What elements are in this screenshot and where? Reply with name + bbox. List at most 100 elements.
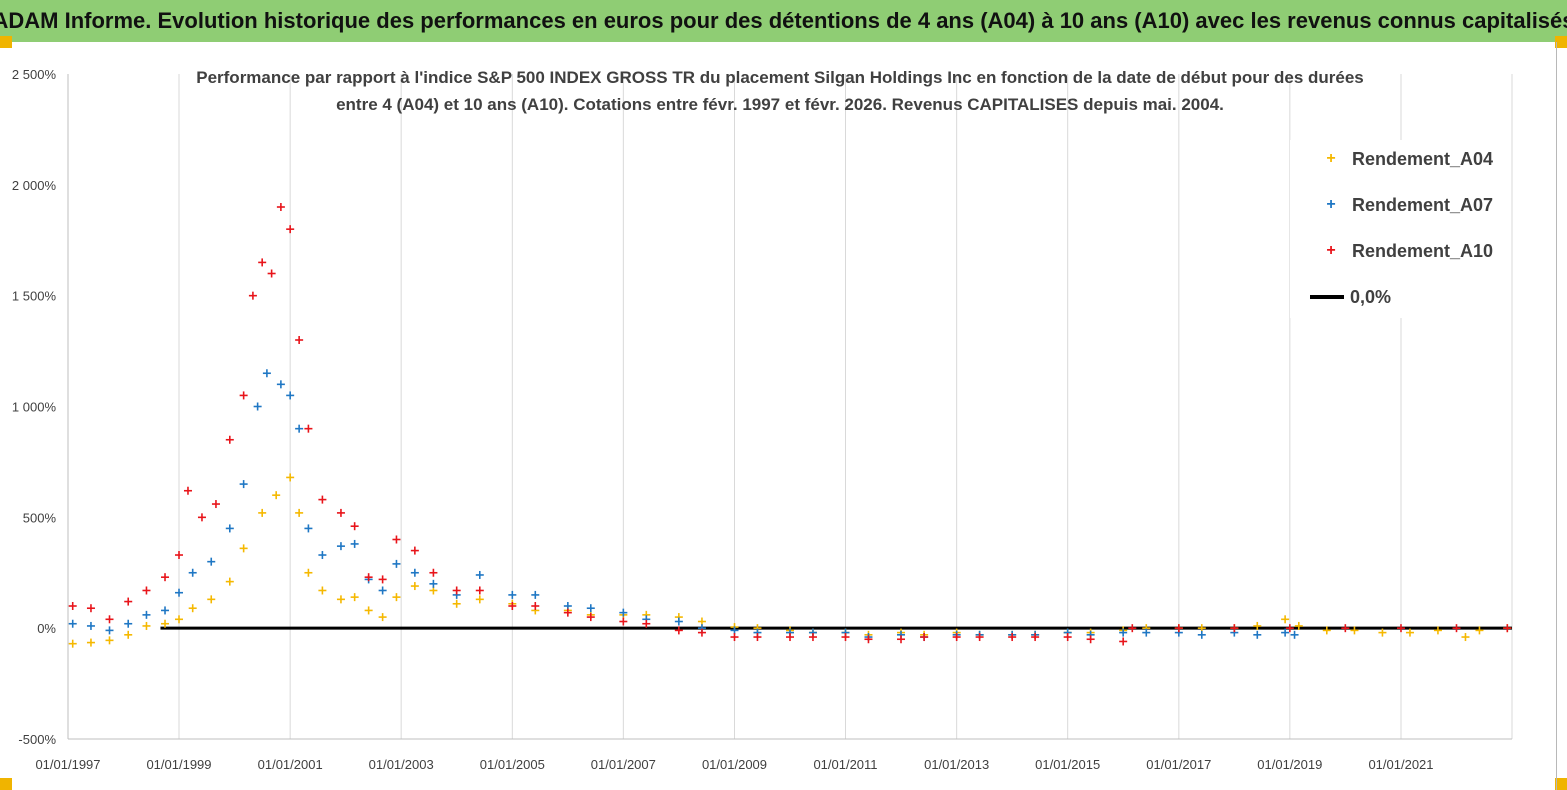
data-point — [336, 508, 345, 517]
y-tick-label: 1 500% — [12, 289, 57, 304]
data-point — [105, 636, 114, 645]
data-point — [1285, 624, 1294, 633]
data-point — [1128, 624, 1137, 633]
data-point — [318, 551, 327, 560]
x-tick-label: 01/01/1997 — [35, 757, 100, 772]
chart-title-line-2: entre 4 (A04) et 10 ans (A10). Cotations… — [336, 95, 1224, 114]
data-point — [378, 586, 387, 595]
data-point — [1253, 621, 1262, 630]
data-point — [86, 621, 95, 630]
y-tick-label: 500% — [23, 510, 57, 525]
x-tick-label: 01/01/2019 — [1257, 757, 1322, 772]
plus-marker-icon: + — [1326, 150, 1336, 167]
data-point — [619, 608, 628, 617]
data-point — [1475, 626, 1484, 635]
data-point — [1197, 630, 1206, 639]
data-point — [410, 582, 419, 591]
data-point — [183, 486, 192, 495]
data-point — [897, 635, 906, 644]
data-point — [786, 633, 794, 642]
x-tick-label: 01/01/1999 — [146, 757, 211, 772]
y-tick-label: 2 000% — [12, 178, 57, 193]
data-point — [1294, 621, 1303, 630]
chart-title: Performance par rapport à l'indice S&P 5… — [150, 64, 1410, 118]
data-point — [1405, 628, 1414, 637]
data-point — [68, 619, 77, 628]
data-point — [175, 588, 184, 597]
corner-marker — [1555, 36, 1567, 48]
data-point — [1086, 635, 1095, 644]
data-point — [207, 595, 216, 604]
data-point — [207, 557, 216, 566]
x-tick-label: 01/01/2017 — [1146, 757, 1211, 772]
data-point — [364, 573, 373, 582]
data-point — [1503, 624, 1512, 633]
data-point — [392, 559, 401, 568]
data-point — [531, 590, 540, 599]
data-point — [350, 593, 359, 602]
data-point — [124, 597, 133, 606]
data-point — [105, 626, 114, 635]
data-point — [841, 633, 850, 642]
series-rendement-a04 — [68, 473, 1512, 648]
y-tick-label: 2 500% — [12, 67, 57, 82]
data-point — [124, 630, 133, 639]
data-point — [697, 628, 706, 637]
x-tick-label: 01/01/2011 — [813, 757, 877, 772]
data-point — [642, 619, 651, 628]
frame-border — [1556, 42, 1557, 790]
data-point — [142, 621, 151, 630]
data-point — [304, 524, 313, 533]
data-point — [248, 291, 257, 300]
data-point — [1433, 626, 1442, 635]
data-point — [124, 619, 133, 628]
data-point — [258, 258, 267, 267]
series-rendement-a07 — [68, 369, 1299, 642]
data-point — [378, 613, 387, 622]
data-point — [586, 604, 595, 613]
data-point — [286, 473, 295, 482]
data-point — [975, 633, 984, 642]
data-point — [239, 480, 248, 489]
data-point — [378, 575, 387, 584]
data-point — [336, 595, 345, 604]
data-point — [295, 508, 304, 517]
data-point — [161, 573, 170, 582]
data-point — [1341, 624, 1350, 633]
data-point — [364, 606, 373, 615]
data-point — [563, 608, 572, 617]
data-point — [920, 633, 929, 642]
data-point — [318, 495, 327, 504]
data-point — [508, 590, 517, 599]
data-point — [225, 524, 234, 533]
chart-legend: + Rendement_A04 + Rendement_A07 + Rendem… — [1290, 140, 1495, 318]
data-point — [276, 380, 285, 389]
x-tick-label: 01/01/2005 — [480, 757, 545, 772]
data-point — [1119, 637, 1128, 646]
data-point — [1031, 633, 1040, 642]
x-axis-tick-labels: 01/01/1997 01/01/1999 01/01/2001 01/01/2003… — [35, 757, 1433, 772]
data-point — [304, 568, 313, 577]
data-point — [1281, 615, 1290, 624]
data-point — [452, 599, 461, 608]
data-point — [197, 513, 206, 522]
legend-label-a04: Rendement_A04 — [1352, 148, 1494, 169]
report-banner-title: ADAM Informe. Evolution historique des p… — [0, 0, 1567, 42]
data-point — [586, 613, 595, 622]
corner-marker — [0, 778, 12, 790]
data-point — [267, 269, 276, 278]
data-point — [410, 546, 419, 555]
data-point — [1461, 633, 1470, 642]
data-point — [1290, 630, 1299, 639]
data-point — [142, 586, 151, 595]
data-point — [1008, 633, 1017, 642]
x-tick-label: 01/01/2021 — [1368, 757, 1433, 772]
data-point — [864, 635, 873, 644]
data-point — [1174, 624, 1183, 633]
data-point — [952, 633, 961, 642]
data-point — [674, 626, 683, 635]
data-point — [286, 225, 295, 234]
data-point — [1322, 626, 1331, 635]
data-point — [1452, 624, 1461, 633]
data-point — [161, 606, 170, 615]
